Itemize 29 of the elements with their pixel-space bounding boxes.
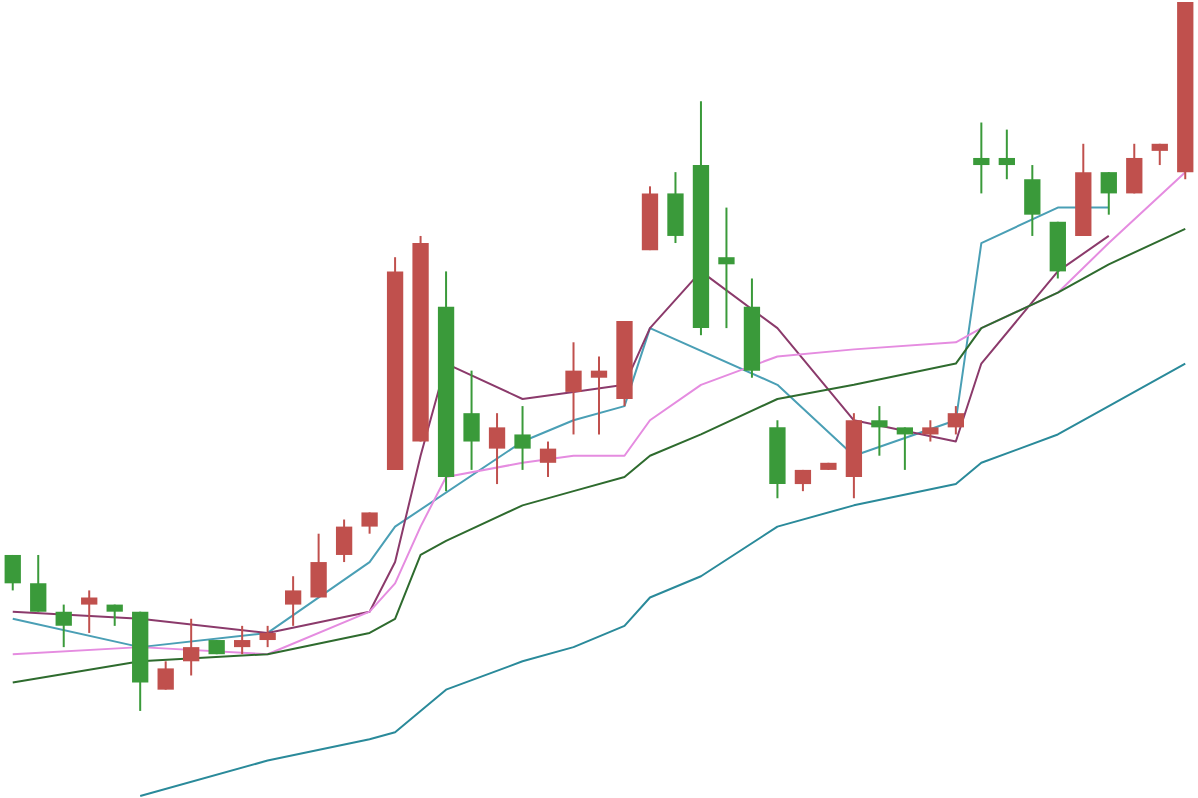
candlestick <box>922 419 939 443</box>
candlestick <box>81 589 98 634</box>
candlestick <box>896 426 914 471</box>
candlestick <box>590 355 608 436</box>
candlestick <box>284 575 302 627</box>
candlestick <box>871 405 888 457</box>
candlestick <box>463 369 480 471</box>
candlestick <box>565 341 582 436</box>
candlestick <box>183 617 200 677</box>
candlestick <box>335 518 353 564</box>
candlestick <box>1126 142 1143 195</box>
candlestick <box>157 660 174 691</box>
candlestick <box>947 405 965 436</box>
candlestick <box>973 121 990 195</box>
candlestick <box>259 624 276 649</box>
candlestick <box>488 412 506 486</box>
candlestick <box>55 603 72 649</box>
candlestick <box>4 553 21 592</box>
candlestick <box>1024 164 1041 237</box>
candlestick <box>718 206 735 330</box>
candlestick <box>361 511 378 535</box>
candlestick <box>30 553 47 613</box>
candlestick <box>998 128 1015 181</box>
candlestick <box>539 440 557 478</box>
candlestick <box>667 171 684 245</box>
candlestick <box>1100 171 1117 216</box>
candlestick <box>310 532 327 599</box>
candlestick <box>233 624 251 656</box>
candlestick <box>514 405 531 471</box>
